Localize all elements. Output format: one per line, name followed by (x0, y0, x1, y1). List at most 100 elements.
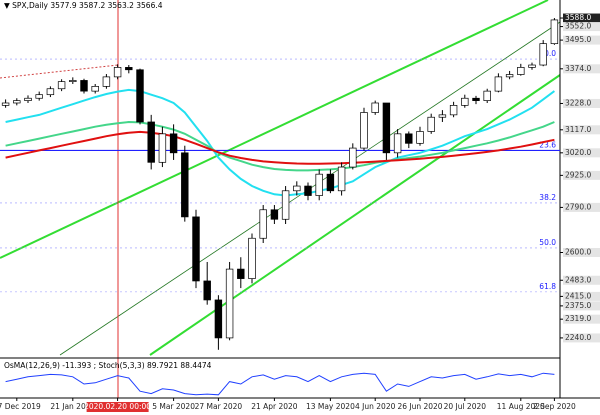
fib-label: 0.0 (544, 49, 556, 58)
candle-body (248, 237, 256, 279)
chart-header: ▼ SPX,Daily 3577.9 3587.2 3563.2 3566.4 (4, 1, 163, 10)
candle-body (102, 76, 111, 87)
y-tick-box (563, 291, 600, 301)
candle-body (281, 190, 290, 220)
candle-body (427, 116, 435, 132)
candle-body (494, 76, 503, 92)
y-tick-label: 3020.0 (565, 148, 591, 157)
y-tick-box (563, 22, 600, 32)
x-tick-label: 5 Mar 2020 (152, 402, 195, 411)
y-tick-box (563, 148, 600, 158)
x-tick-label: 4 Jun 2020 (355, 402, 396, 411)
candle-body (337, 166, 346, 192)
candle-body (125, 67, 133, 71)
candle-body (449, 105, 458, 116)
x-tick-label: 26 Jun 2020 (397, 402, 442, 411)
candle-body (517, 67, 525, 75)
candle-body (1, 102, 10, 106)
candle-body (24, 97, 32, 101)
candle-body (483, 90, 491, 101)
candle-body (315, 173, 323, 196)
y-tick-label: 3588.0 (565, 13, 591, 22)
candle-body (57, 81, 66, 90)
y-tick-box (563, 35, 600, 45)
y-tick-box (563, 247, 600, 257)
open: 3577.9 (50, 1, 76, 10)
y-tick-label: 2483.0 (565, 275, 591, 284)
moving-average (5, 120, 555, 172)
channel-line (0, 0, 549, 259)
x-tick-label: 27 Dec 2019 (0, 402, 41, 411)
y-tick-box (563, 64, 600, 74)
candle-body (270, 209, 279, 220)
candle-body (237, 268, 245, 279)
candle-body (539, 43, 547, 66)
y-tick-label: 2600.0 (565, 247, 591, 256)
candle-body (169, 133, 178, 154)
x-tick-label: 21 Jan 2020 (50, 402, 95, 411)
candle-body (158, 133, 167, 163)
y-tick-label: 3228.0 (565, 98, 591, 107)
candle-body (528, 64, 536, 68)
y-tick-label: 3495.0 (565, 35, 591, 44)
candle-body (80, 80, 88, 92)
x-tick-label: 11 Aug 2020 (497, 402, 545, 411)
candle-body (293, 185, 301, 192)
y-tick-box (563, 125, 600, 135)
candle-body (405, 133, 413, 144)
y-tick-label: 2375.0 (565, 301, 591, 310)
candle-body (35, 94, 43, 99)
candle-body (214, 299, 223, 339)
y-tick-label: 2240.0 (565, 333, 591, 342)
y-tick-label: 2319.0 (565, 314, 591, 323)
y-tick-box (563, 333, 600, 343)
fib-label: 50.0 (539, 238, 556, 247)
candle-body (69, 80, 77, 82)
candle-body (349, 147, 357, 168)
candle-body (505, 74, 514, 78)
symbol: SPX,Daily (12, 1, 48, 10)
moving-average (5, 130, 555, 165)
x-tick-label: 2 Sep 2020 (533, 402, 576, 411)
x-tick-label: 27 Mar 2020 (195, 402, 243, 411)
candle-body (225, 268, 234, 339)
close: 3566.4 (136, 1, 162, 10)
candle-body (472, 97, 480, 101)
candle-body (382, 102, 391, 154)
x-tick-label: 13 May 2020 (306, 402, 355, 411)
high: 3587.2 (79, 1, 105, 10)
candle-body (461, 97, 469, 106)
candle-body (203, 280, 211, 301)
x-tick-label: 21 Apr 2020 (251, 402, 298, 411)
candle-body (304, 185, 312, 196)
y-tick-box (563, 170, 600, 180)
candle-body (438, 114, 447, 118)
low: 3563.2 (108, 1, 134, 10)
y-tick-box (563, 275, 600, 285)
y-tick-box (563, 98, 600, 108)
y-tick-label: 3552.0 (565, 22, 591, 31)
y-tick-box (563, 202, 600, 212)
candle-body (181, 152, 189, 218)
candle-body (147, 121, 155, 163)
y-tick-box (563, 13, 600, 23)
y-tick-box (563, 314, 600, 324)
candle-body (192, 216, 200, 282)
x-tick-box (86, 402, 149, 412)
y-tick-label: 3374.0 (565, 64, 591, 73)
y-tick-box (563, 301, 600, 311)
candle-body (13, 100, 21, 104)
x-tick-label: 2020.02.20 00:00 (84, 402, 151, 411)
moving-average (5, 88, 555, 197)
candle-body (91, 86, 99, 92)
candle-body (416, 131, 424, 144)
y-tick-label: 2790.0 (565, 202, 591, 211)
candle-body (326, 173, 335, 192)
candle-body (371, 102, 379, 113)
y-tick-label: 2925.0 (565, 170, 591, 179)
fib-label: 61.8 (539, 282, 556, 291)
candle-body (136, 69, 144, 123)
